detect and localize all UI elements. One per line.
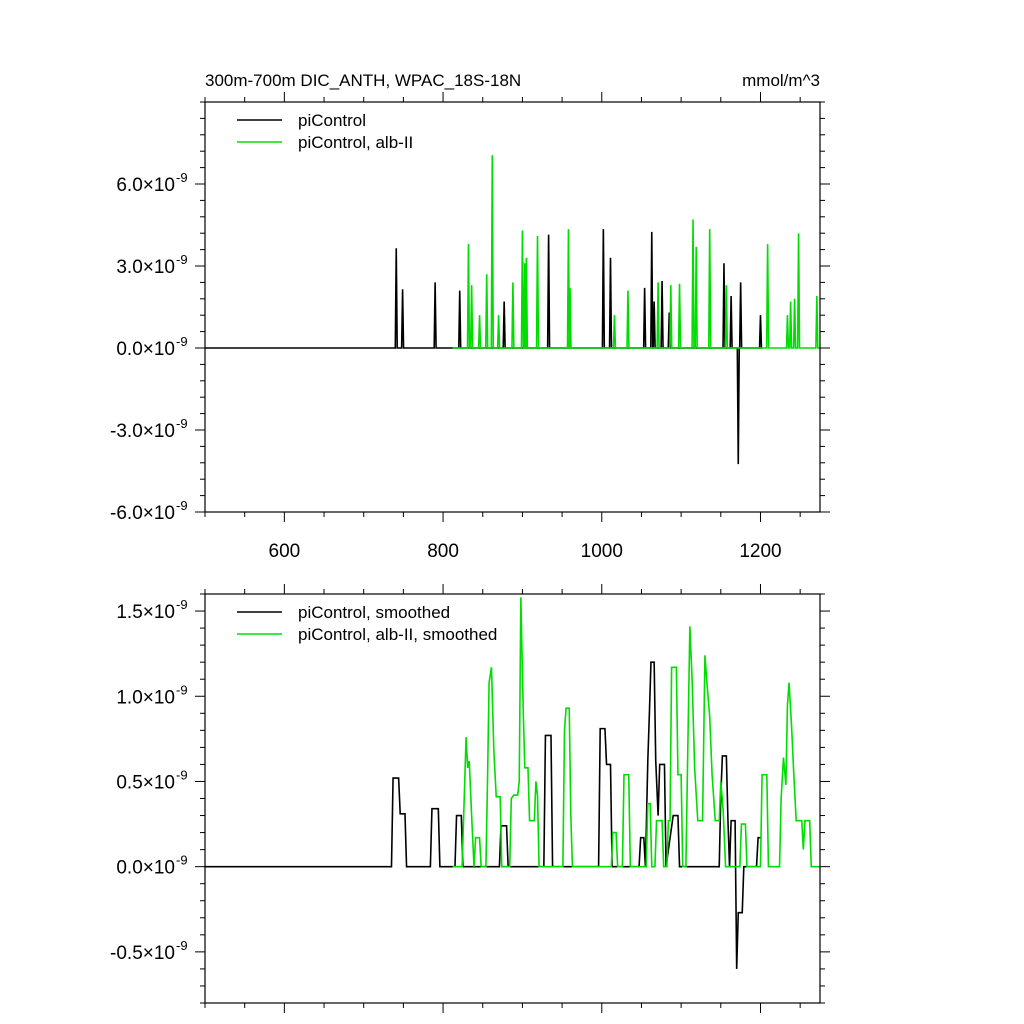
top-plot-area [205,155,820,465]
bottom-chart-panel: 1.5×10 -91.0×10 -90.5×10 -90.0×10 -9-0.5×10-… [110,584,830,1013]
top-y-tick-label: 6.0×10 [116,175,175,196]
top-x-tick-label: 1000 [581,541,623,562]
top-y-tick-exponent: -9 [176,498,188,513]
top-x-tick-label: 800 [427,541,459,562]
bottom-y-tick-exponent: -9 [176,597,188,612]
bottom-legend-label-2: piControl, alb-II, smoothed [298,625,497,644]
top-legend: piControl piControl, alb-II [237,111,413,152]
bottom-y-tick-label: 0.5×10 [116,772,175,793]
top-y-tick-label: 3.0×10 [116,257,175,278]
bottom-y-tick-label: -0.5×10 [110,943,175,964]
top-legend-label-2: piControl, alb-II [298,133,413,152]
bottom-series-line-1 [205,661,761,969]
top-y-tick-exponent: -9 [176,334,188,349]
bottom-y-tick-label: 1.5×10 [116,602,175,623]
bottom-y-tick-exponent: -9 [176,767,188,782]
top-series-line-2 [452,155,820,349]
bottom-y-tick-label: 0.0×10 [116,858,175,879]
bottom-y-tick-exponent: -9 [176,853,188,868]
top-y-tick-exponent: -9 [176,416,188,431]
bottom-plot-area [205,597,820,969]
top-y-tick-exponent: -9 [176,252,188,267]
bottom-y-tick-label: 1.0×10 [116,687,175,708]
top-chart-panel: 300m-700m DIC_ANTH, WPAC_18S-18N mmol/m^… [110,71,830,562]
bottom-series-line-2 [452,597,820,868]
chart-title: 300m-700m DIC_ANTH, WPAC_18S-18N [205,71,521,90]
top-y-tick-label: 0.0×10 [116,339,175,360]
bottom-axes-frame: 1.5×10 -91.0×10 -90.5×10 -90.0×10 -9-0.5×10-… [110,584,830,1013]
bottom-legend-label-1: piControl, smoothed [298,603,450,622]
chart-units: mmol/m^3 [742,71,820,90]
top-y-tick-label: -6.0×10 [110,503,175,524]
top-y-tick-label: -3.0×10 [110,421,175,442]
top-legend-label-1: piControl [298,111,366,130]
bottom-y-tick-exponent: -9 [176,682,188,697]
bottom-legend: piControl, smoothed piControl, alb-II, sm… [237,603,497,644]
top-y-tick-exponent: -9 [176,170,188,185]
top-x-tick-label: 600 [269,541,301,562]
top-x-tick-label: 1200 [739,541,781,562]
top-axes-border [204,101,821,513]
bottom-y-tick-exponent: -9 [176,938,188,953]
